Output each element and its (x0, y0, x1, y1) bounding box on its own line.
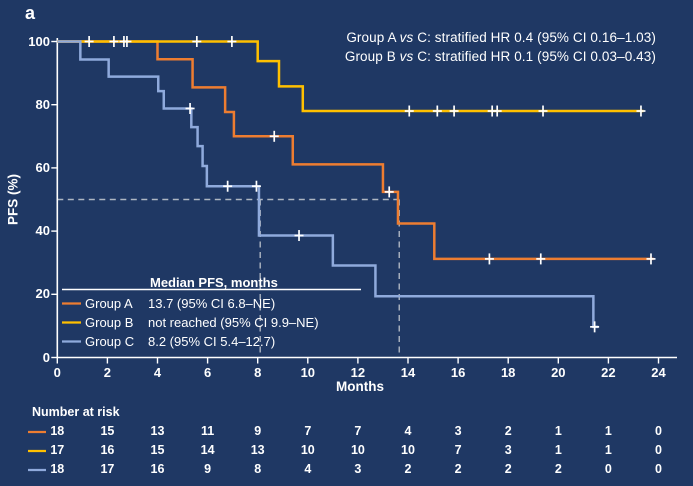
y-tick-label: 40 (35, 223, 50, 239)
risk-count: 15 (150, 443, 165, 457)
risk-count: 0 (655, 424, 662, 438)
risk-count: 3 (454, 424, 462, 438)
legend-label-group-a: Group A (85, 295, 133, 311)
risk-count: 9 (204, 462, 212, 476)
number-at-risk-title: Number at risk (32, 405, 120, 419)
y-tick-label: 0 (42, 349, 50, 365)
km-curve-group-c (57, 40, 599, 329)
risk-count: 11 (200, 424, 215, 438)
risk-count: 2 (454, 462, 462, 476)
risk-count: 10 (350, 443, 365, 457)
x-tick-label: 24 (651, 365, 666, 380)
legend-value-group-c: 8.2 (95% CI 5.4–12.7) (148, 333, 276, 349)
risk-count: 15 (100, 424, 115, 438)
hr-line-group-a: Group A vs C: stratified HR 0.4 (95% CI … (346, 30, 656, 45)
x-tick-label: 20 (551, 365, 566, 380)
panel-label: a (25, 3, 36, 23)
risk-count: 17 (100, 462, 115, 476)
risk-count: 3 (504, 443, 512, 457)
risk-count: 3 (354, 462, 362, 476)
risk-count: 2 (504, 424, 512, 438)
risk-count: 2 (504, 462, 512, 476)
legend-value-group-b: not reached (95% CI 9.9–NE) (148, 314, 319, 330)
risk-count: 7 (354, 424, 362, 438)
risk-count: 0 (655, 443, 662, 457)
x-tick-label: 16 (450, 365, 466, 380)
hr-annotation: Group A vs C: stratified HR 0.4 (95% CI … (345, 29, 656, 66)
x-tick-label: 18 (500, 365, 516, 380)
risk-count: 0 (655, 462, 662, 476)
risk-count: 18 (50, 462, 65, 476)
risk-count: 9 (254, 424, 262, 438)
x-tick-label: 14 (400, 365, 416, 380)
risk-count: 17 (50, 443, 65, 457)
risk-count: 1 (604, 424, 612, 438)
x-tick-label: 12 (350, 365, 366, 380)
risk-count: 7 (454, 443, 462, 457)
hr-line-group-b: Group B vs C: stratified HR 0.1 (95% CI … (344, 48, 656, 64)
x-tick-label: 4 (153, 365, 162, 380)
risk-count: 13 (250, 443, 265, 457)
risk-count: 8 (254, 462, 262, 476)
y-tick-label: 60 (35, 159, 50, 175)
risk-count: 2 (404, 462, 412, 476)
risk-count: 2 (554, 462, 562, 476)
risk-count: 1 (554, 443, 562, 457)
x-tick-label: 6 (203, 365, 212, 380)
x-axis-label: Months (336, 379, 384, 394)
risk-count: 1 (604, 443, 612, 457)
x-tick-label: 2 (103, 365, 111, 380)
legend-value-group-a: 13.7 (95% CI 6.8–NE) (148, 295, 276, 311)
risk-count: 10 (401, 443, 415, 457)
risk-count: 18 (50, 424, 65, 438)
risk-count: 14 (200, 443, 215, 457)
risk-count: 7 (304, 424, 312, 438)
km-curve-group-b (57, 40, 644, 113)
legend-label-group-c: Group C (85, 333, 135, 349)
risk-count: 4 (404, 424, 412, 438)
risk-count: 10 (300, 443, 315, 457)
x-tick-label: 8 (254, 365, 262, 380)
x-tick-label: 10 (300, 365, 316, 380)
risk-count: 4 (304, 462, 312, 476)
x-tick-label: 0 (53, 365, 61, 380)
legend-label-group-b: Group B (85, 314, 134, 330)
risk-count: 16 (150, 462, 165, 476)
y-tick-label: 80 (35, 96, 50, 112)
risk-count: 1 (554, 424, 562, 438)
km-curve-group-a (57, 40, 654, 261)
risk-count: 13 (150, 424, 165, 438)
y-tick-label: 100 (28, 33, 50, 49)
risk-count: 0 (604, 462, 612, 476)
median-pfs-header: Median PFS, months (150, 275, 278, 290)
risk-count: 16 (100, 443, 115, 457)
x-tick-label: 22 (601, 365, 616, 380)
y-tick-label: 20 (35, 286, 50, 302)
